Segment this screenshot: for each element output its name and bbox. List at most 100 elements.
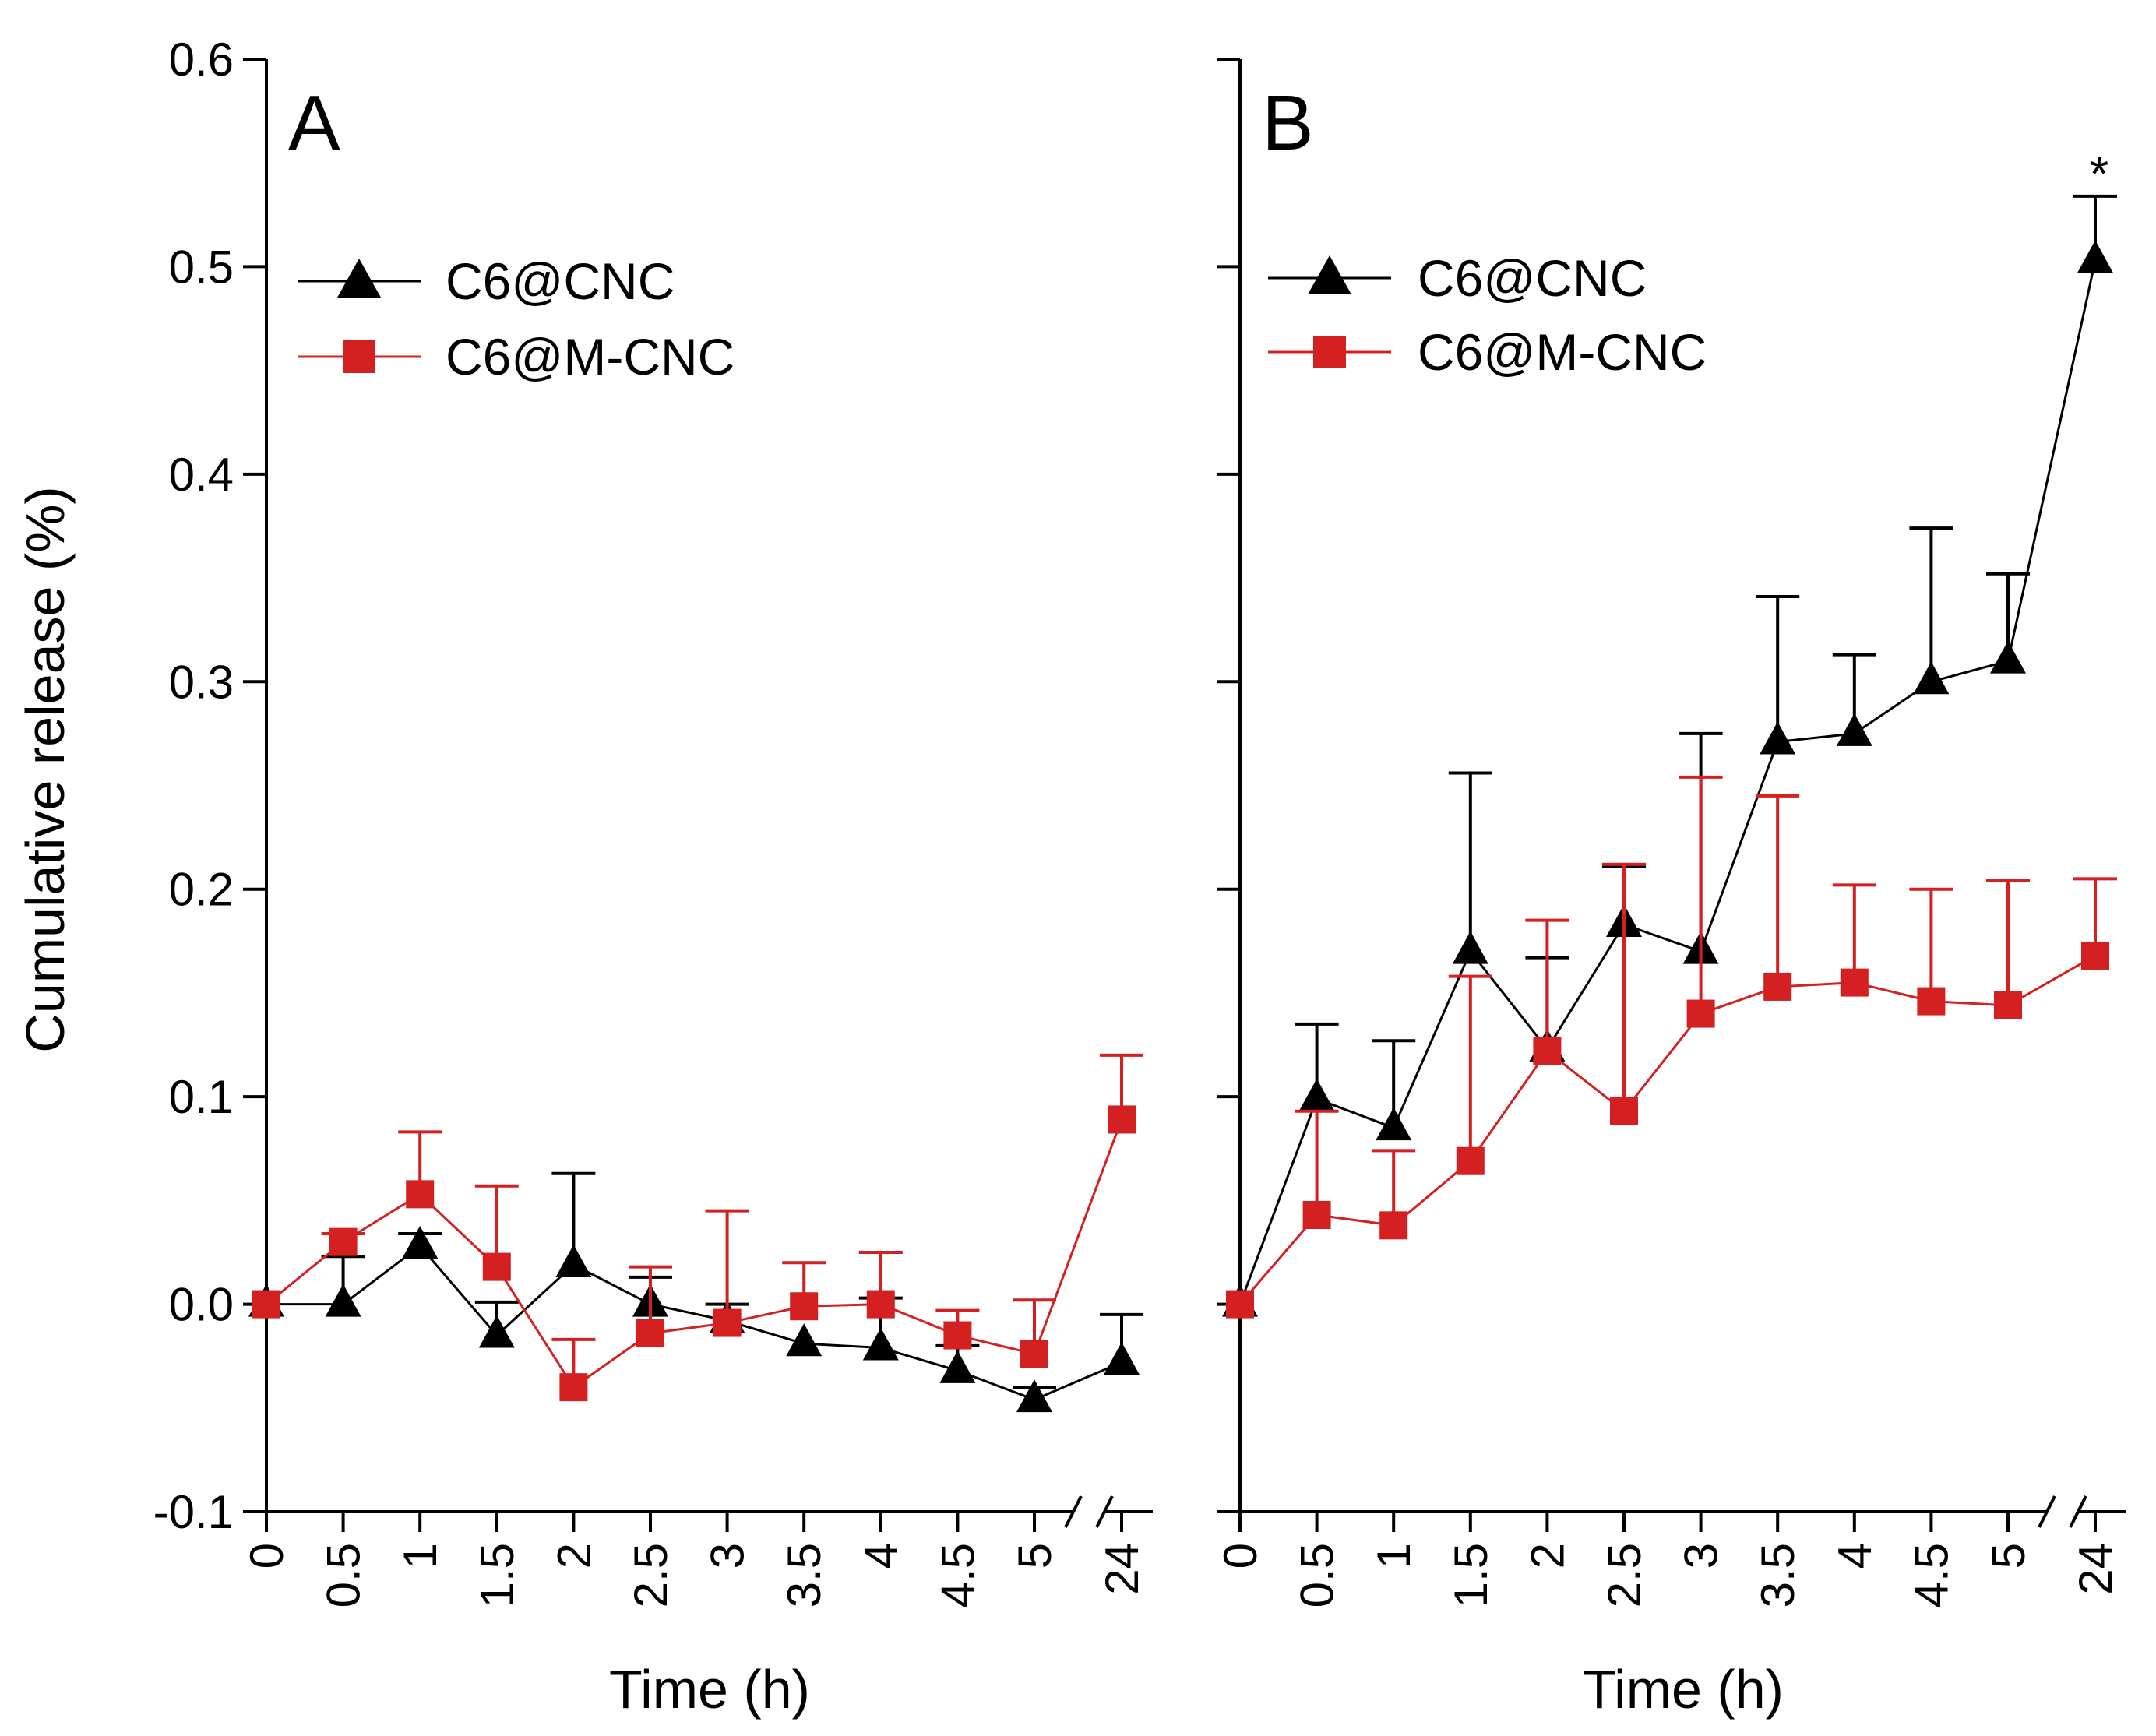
panel-a-legend-label-2: C6@M-CNC	[446, 328, 735, 386]
data-point-square	[1686, 999, 1715, 1028]
panel-a-x-tick-label: 1.5	[471, 1543, 523, 1607]
data-point-triangle	[939, 1350, 976, 1383]
y-tick-label: 0.4	[169, 449, 234, 501]
data-point-triangle	[555, 1244, 592, 1277]
data-point-triangle	[786, 1323, 823, 1357]
y-tick-label: 0.6	[169, 33, 234, 86]
panel-b-significance-mark: *	[2090, 146, 2109, 202]
panel-a-legend-label-1: C6@CNC	[446, 252, 675, 310]
panel-b-x-tick-label: 2	[1521, 1543, 1573, 1569]
data-point-triangle	[1990, 640, 2026, 674]
data-point-square	[1108, 1105, 1136, 1134]
panel-a-x-tick-label: 24	[1096, 1543, 1148, 1595]
data-point-square	[1917, 987, 1946, 1016]
panel-a-x-tick-label: 2.5	[625, 1543, 677, 1607]
data-point-square	[1994, 991, 2022, 1019]
panel-b-x-axis-label: Time (h)	[1583, 1659, 1784, 1720]
panel-a-series-c6-m-cnc	[252, 1053, 1143, 1402]
panel-a-legend-marker-2	[343, 340, 375, 373]
data-point-square	[1302, 1201, 1331, 1230]
panel-a-x-tick-label: 0.5	[318, 1543, 370, 1607]
y-tick-label: 0.3	[169, 656, 234, 708]
panel-b-x-tick-label: 5	[1982, 1543, 2034, 1569]
data-point-triangle	[1016, 1379, 1052, 1413]
data-point-triangle	[1452, 931, 1488, 964]
panel-b-x-tick-label: 0.5	[1291, 1543, 1344, 1607]
panel-b: B 0 0.5 1 1.5 2 2.5 3 3.5 4 4.5 5 24 Time (h) * C6@…	[1214, 58, 2126, 1720]
panel-b-series-c6-m-cnc	[1226, 775, 2117, 1319]
panel-a-label: A	[288, 79, 340, 167]
panel-b-x-tick-label: 4.5	[1905, 1543, 1957, 1607]
panel-a-x-tick-label: 0	[241, 1543, 293, 1569]
panel-a-x-tick-label: 4	[855, 1543, 907, 1569]
panel-b-legend: C6@CNC C6@M-CNC	[1268, 249, 1707, 381]
data-point-square	[406, 1180, 435, 1209]
panel-a-y-ticks: -0.1 0.0 0.1 0.2 0.3 0.4 0.5 0.6	[153, 33, 266, 1538]
data-point-triangle	[2077, 240, 2113, 273]
data-point-square	[1379, 1211, 1408, 1240]
panel-a-x-tick-label: 2	[548, 1543, 600, 1569]
panel-b-x-ticks: 0 0.5 1 1.5 2 2.5 3 3.5 4 4.5 5 24	[1214, 1512, 2122, 1607]
panel-b-x-tick-label: 1.5	[1445, 1543, 1497, 1607]
panel-a-x-tick-label: 1	[394, 1543, 446, 1569]
data-point-triangle	[478, 1315, 515, 1348]
data-point-square	[1763, 972, 1792, 1001]
panel-b-x-tick-label: 1	[1368, 1543, 1420, 1569]
y-axis-label: Cumulative release (%)	[15, 486, 76, 1052]
panel-a-x-tick-label: 5	[1009, 1543, 1061, 1569]
data-point-square	[1020, 1340, 1048, 1368]
panel-a-legend-marker-1	[337, 259, 381, 298]
series-line	[266, 1118, 1123, 1389]
data-point-triangle	[1298, 1078, 1335, 1111]
panel-a-series-c6-cnc	[248, 1171, 1143, 1413]
series-line	[266, 1244, 1122, 1401]
panel-b-legend-label-1: C6@CNC	[1418, 249, 1647, 307]
data-point-square	[1840, 968, 1869, 997]
panel-b-series	[1222, 194, 2117, 1319]
y-tick-label: 0.2	[169, 864, 234, 916]
data-point-square	[1456, 1146, 1485, 1175]
data-point-square	[2081, 941, 2109, 970]
data-point-triangle	[402, 1225, 439, 1259]
data-point-square	[713, 1308, 742, 1337]
data-point-square	[559, 1373, 588, 1402]
data-point-square	[943, 1321, 972, 1350]
data-point-square	[636, 1319, 664, 1347]
data-point-triangle	[1913, 661, 1950, 695]
data-point-square	[252, 1290, 280, 1319]
y-tick-label: 0.5	[169, 241, 234, 293]
data-point-triangle	[1104, 1342, 1140, 1375]
data-point-square	[482, 1252, 511, 1281]
y-tick-label: 0.0	[169, 1279, 234, 1331]
panel-b-x-tick-label: 24	[2070, 1543, 2122, 1595]
panel-b-label: B	[1262, 79, 1314, 167]
panel-b-x-tick-label: 3	[1675, 1543, 1728, 1569]
data-point-square	[1226, 1290, 1254, 1319]
panel-a-x-tick-label: 3.5	[778, 1543, 830, 1607]
panel-b-legend-marker-1	[1308, 255, 1351, 294]
panel-b-x-tick-label: 0	[1214, 1543, 1266, 1569]
y-tick-label: -0.1	[153, 1486, 234, 1538]
data-point-square	[1533, 1037, 1562, 1065]
panel-a-x-tick-label: 4.5	[932, 1543, 984, 1607]
data-point-square	[790, 1292, 819, 1321]
panel-b-axis-break	[2038, 1495, 2087, 1528]
panel-b-x-tick-label: 4	[1829, 1543, 1881, 1569]
panel-b-x-tick-label: 2.5	[1598, 1543, 1650, 1607]
series-line	[1238, 954, 2096, 1305]
data-point-square	[1610, 1097, 1638, 1125]
data-point-triangle	[1760, 721, 1796, 755]
data-point-triangle	[862, 1327, 899, 1361]
panel-b-legend-marker-2	[1313, 336, 1346, 368]
data-point-square	[866, 1290, 895, 1319]
panel-a-axis-break	[1064, 1495, 1114, 1528]
data-point-triangle	[1376, 1107, 1412, 1141]
panel-a-series	[248, 1053, 1143, 1413]
panel-a-x-tick-label: 3	[702, 1543, 754, 1569]
panel-a-x-axis-label: Time (h)	[609, 1659, 810, 1720]
series-line	[1238, 260, 2097, 1305]
panel-a-legend: C6@CNC C6@M-CNC	[298, 252, 735, 386]
panel-b-legend-label-2: C6@M-CNC	[1418, 323, 1707, 381]
data-point-triangle	[325, 1284, 361, 1317]
